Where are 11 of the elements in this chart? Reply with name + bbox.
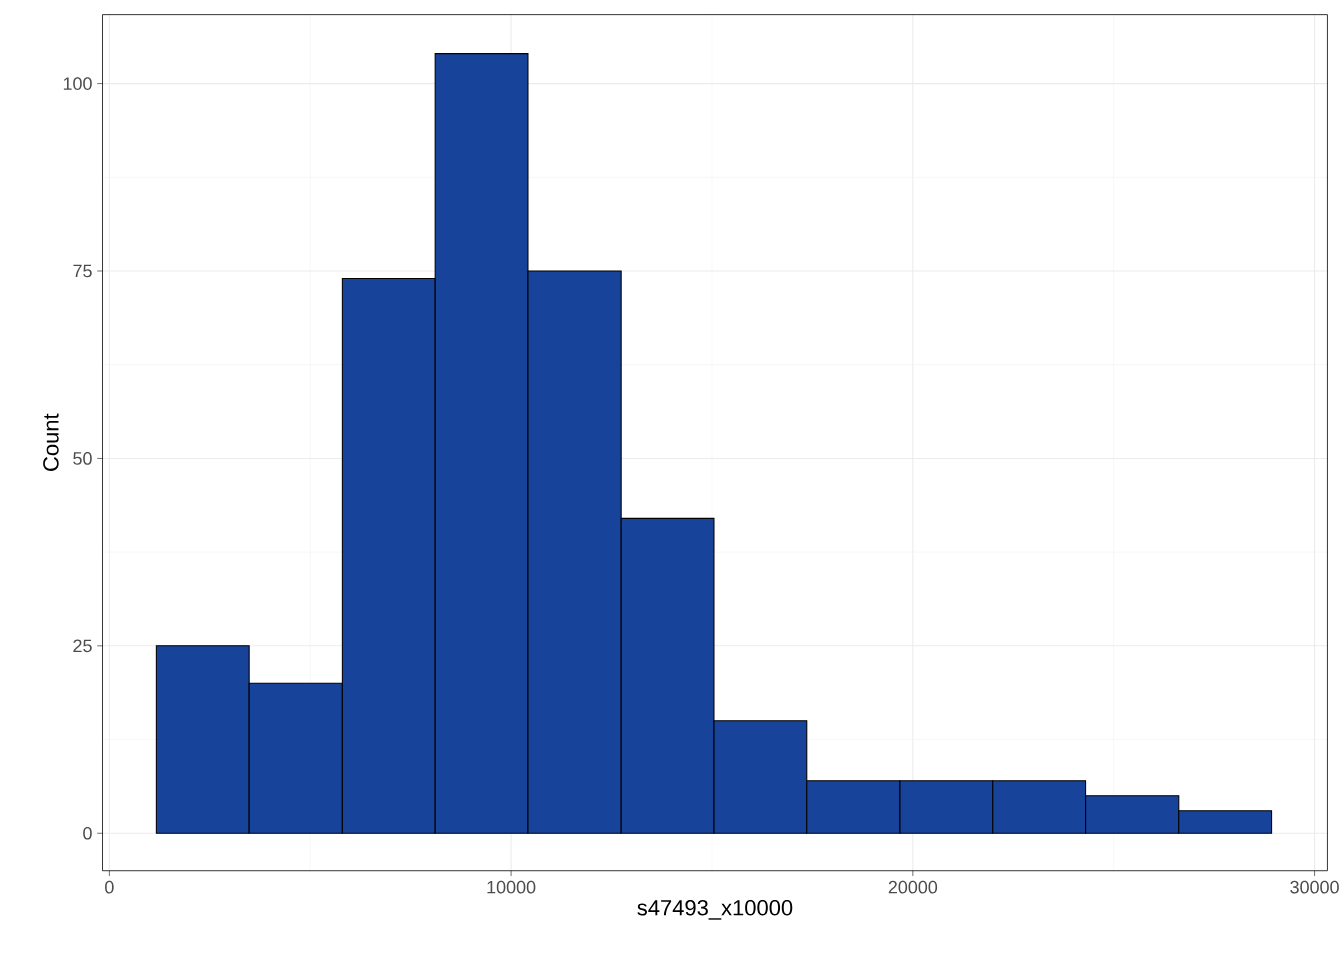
y-tick-label: 0 xyxy=(83,827,92,840)
x-tick-label: 30000 xyxy=(1290,880,1339,894)
x-tick-label: 0 xyxy=(105,880,114,894)
y-tick-label: 75 xyxy=(73,264,92,278)
x-axis-title: s47493_x10000 xyxy=(637,900,793,920)
y-tick-label: 100 xyxy=(63,77,92,91)
x-tick-label: 20000 xyxy=(888,880,938,894)
x-tick-label: 10000 xyxy=(487,880,536,894)
y-tick-label: 25 xyxy=(73,639,92,653)
y-tick-label: 50 xyxy=(73,452,92,465)
y-axis-title: Count xyxy=(43,413,59,472)
